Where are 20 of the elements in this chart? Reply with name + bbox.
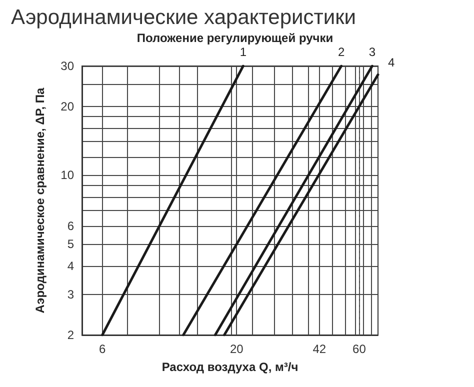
x-tick-label: 60: [352, 342, 366, 356]
chart-title: Аэродинамические характеристики: [11, 6, 356, 29]
series-label: 3: [368, 45, 376, 59]
y-tick-label: 6: [67, 218, 74, 233]
x-axis-title: Расход воздуха Q, м³/ч: [162, 360, 298, 374]
chart-subtitle: Положение регулирующей ручки: [136, 31, 334, 45]
series-label: 2: [338, 45, 345, 59]
y-tick-label: 2: [67, 328, 74, 342]
series-label: 4: [388, 56, 395, 70]
y-tick-label: 5: [67, 236, 74, 251]
y-tick-label: 20: [60, 99, 74, 114]
y-tick-label: 3: [67, 288, 74, 302]
y-tick-label: 4: [67, 259, 74, 274]
series-label: 1: [240, 45, 247, 59]
x-tick-label: 42: [312, 342, 326, 356]
y-tick-label: 30: [60, 59, 74, 73]
y-tick-label: 10: [60, 168, 74, 182]
x-tick-label: 6: [98, 342, 106, 356]
y-axis-title: Аэродинамическое сравнение, ΔP, Па: [33, 87, 47, 314]
x-tick-label: 20: [230, 342, 244, 356]
